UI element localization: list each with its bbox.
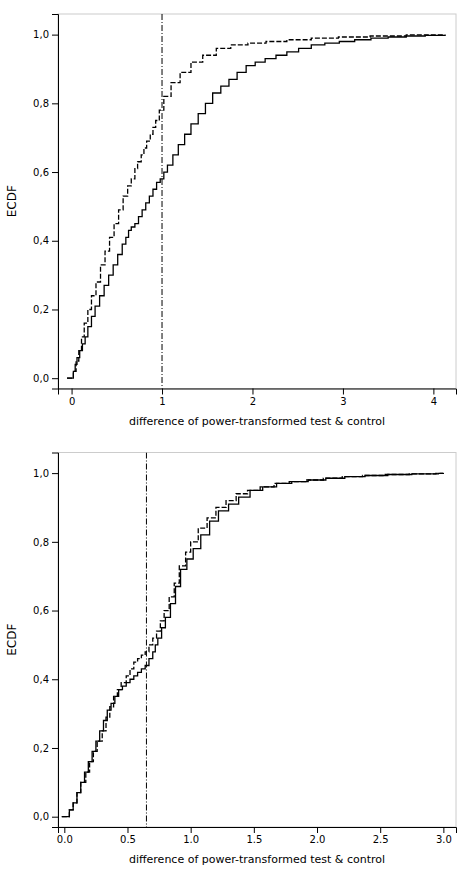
x-tick-mark [380, 827, 381, 833]
y-tick: 1,0 [33, 29, 58, 40]
x-tick-mark [443, 827, 444, 833]
x-axis-line [59, 828, 457, 834]
plot-area [62, 453, 444, 828]
y-tick-label: 0,8 [33, 98, 49, 109]
y-tick-label: 0,0 [33, 373, 49, 384]
x-tick-mark [127, 827, 128, 833]
x-tick: 1.0 [183, 827, 199, 845]
x-tick-mark [191, 827, 192, 833]
x-tick-mark [317, 827, 318, 833]
y-tick: 0,6 [33, 167, 58, 178]
y-tick: 0,2 [33, 304, 58, 315]
plot-area [67, 14, 445, 389]
x-tick: 4 [431, 389, 437, 407]
x-axis-line [59, 389, 457, 395]
reference-line [162, 14, 163, 389]
x-tick-label: 2.5 [373, 834, 389, 845]
y-axis: 0,0 0,2 0,4 0,6 0,8 1,0 [33, 453, 58, 828]
y-axis-title: ECDF [5, 185, 19, 217]
y-tick-label: 0,4 [33, 674, 49, 685]
x-tick-label: 1.0 [183, 834, 199, 845]
y-tick-mark [52, 748, 58, 749]
x-tick-label: 3 [340, 396, 346, 407]
y-tick: 0,0 [33, 373, 58, 384]
x-tick-label: 1.5 [246, 834, 262, 845]
y-tick: 0,8 [33, 537, 58, 548]
y-axis-title: ECDF [5, 624, 19, 656]
x-axis-title: difference of power-transformed test & c… [129, 853, 385, 866]
y-tick-mark [52, 378, 58, 379]
y-tick-mark [52, 817, 58, 818]
x-tick: 0 [69, 389, 75, 407]
panel: 0.0 0.5 1.0 1.5 2.0 2.5 3.0 0,0 0,2 0,4 0,6 0,8 1,0 d… [5, 453, 457, 867]
y-axis-line [52, 15, 59, 390]
x-tick: 3.0 [436, 827, 452, 845]
y-tick-mark [52, 611, 58, 612]
x-tick-label: 3.0 [436, 834, 452, 845]
y-tick: 0,4 [33, 235, 58, 246]
step-line [62, 473, 444, 817]
x-tick-mark [433, 389, 434, 395]
x-tick-label: 0.0 [57, 834, 73, 845]
y-tick-mark [52, 103, 58, 104]
y-tick: 0,4 [33, 674, 58, 685]
panel: 0 1 2 3 4 0,0 0,2 0,4 0,6 0,8 1,0 difference of pow… [5, 14, 457, 428]
x-tick-mark [162, 389, 163, 395]
y-tick-label: 0,4 [33, 235, 49, 246]
y-tick-label: 0,6 [33, 605, 49, 616]
x-tick: 2 [250, 389, 256, 407]
x-tick: 0.5 [120, 827, 136, 845]
x-tick: 1 [159, 389, 165, 407]
x-tick-mark [252, 389, 253, 395]
y-tick-label: 0,6 [33, 167, 49, 178]
y-tick-label: 0,0 [33, 811, 49, 822]
y-tick-label: 1,0 [33, 29, 49, 40]
y-tick-mark [52, 542, 58, 543]
plot-frame [58, 453, 456, 828]
y-tick-label: 0,8 [33, 537, 49, 548]
step-line [62, 473, 444, 817]
x-tick-mark [343, 389, 344, 395]
x-axis: 0 1 2 3 4 [59, 389, 457, 407]
y-tick: 0,6 [33, 605, 58, 616]
y-tick-mark [52, 241, 58, 242]
y-tick-mark [52, 679, 58, 680]
y-axis: 0,0 0,2 0,4 0,6 0,8 1,0 [33, 15, 58, 390]
step-line [67, 35, 442, 379]
x-tick: 1.5 [246, 827, 262, 845]
y-tick-mark [52, 172, 58, 173]
x-axis: 0.0 0.5 1.0 1.5 2.0 2.5 3.0 [57, 827, 457, 845]
y-tick-mark [52, 35, 58, 36]
plot-frame [58, 14, 456, 389]
x-tick-label: 1 [159, 396, 165, 407]
x-tick-label: 0 [69, 396, 75, 407]
step-line [67, 35, 445, 379]
x-tick: 0.0 [57, 827, 73, 845]
y-tick-label: 1,0 [33, 468, 49, 479]
x-tick: 2.5 [373, 827, 389, 845]
y-tick-mark [52, 473, 58, 474]
chart-canvas: 0 1 2 3 4 0,0 0,2 0,4 0,6 0,8 1,0 difference of pow… [0, 0, 474, 877]
x-axis-title: difference of power-transformed test & c… [129, 415, 385, 428]
y-tick-label: 0,2 [33, 304, 49, 315]
x-tick-mark [72, 389, 73, 395]
x-tick-mark [64, 827, 65, 833]
reference-line [146, 453, 147, 828]
y-axis-line [52, 453, 59, 828]
y-tick-label: 0,2 [33, 743, 49, 754]
x-tick-label: 2 [250, 396, 256, 407]
x-tick-label: 0.5 [120, 834, 136, 845]
y-tick: 1,0 [33, 468, 58, 479]
x-tick-label: 2.0 [310, 834, 326, 845]
x-tick: 2.0 [310, 827, 326, 845]
x-tick: 3 [340, 389, 346, 407]
y-tick: 0,0 [33, 811, 58, 822]
x-tick-label: 4 [431, 396, 437, 407]
x-tick-mark [254, 827, 255, 833]
y-tick-mark [52, 309, 58, 310]
y-tick: 0,2 [33, 743, 58, 754]
y-tick: 0,8 [33, 98, 58, 109]
